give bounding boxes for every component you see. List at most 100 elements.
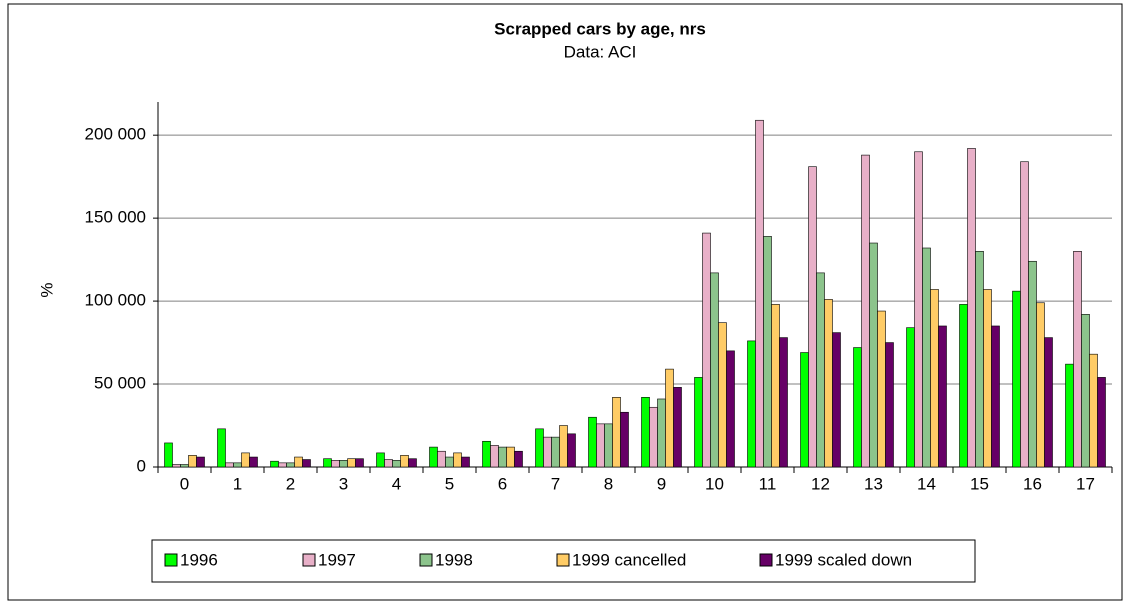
bar	[710, 272, 719, 468]
bar	[808, 166, 817, 468]
bar	[588, 416, 597, 468]
bar	[445, 456, 454, 468]
bar	[453, 452, 462, 468]
y-tick-label: 100 000	[85, 291, 146, 310]
bar	[506, 446, 515, 468]
legend-swatch	[556, 553, 570, 567]
y-axis-label: %	[37, 282, 56, 297]
bar	[620, 411, 629, 468]
bar	[1028, 260, 1037, 468]
x-tick-label: 17	[1076, 474, 1095, 493]
bar	[535, 428, 544, 468]
legend-swatch	[759, 553, 773, 567]
x-tick-label: 2	[286, 474, 295, 493]
bar	[665, 368, 674, 468]
bar	[726, 350, 735, 468]
bar	[1012, 290, 1021, 468]
x-tick-label: 14	[917, 474, 936, 493]
bar	[437, 450, 446, 468]
x-tick-label: 13	[864, 474, 883, 493]
bar	[930, 289, 939, 468]
bar	[1081, 314, 1090, 468]
bar	[376, 452, 385, 468]
bar	[885, 342, 894, 468]
x-tick-label: 10	[705, 474, 724, 493]
bar	[771, 304, 780, 468]
bar	[673, 387, 682, 468]
bar	[490, 445, 499, 468]
bar	[853, 347, 862, 468]
bar	[983, 289, 992, 468]
bar	[514, 450, 523, 468]
bar	[1036, 302, 1045, 468]
bar	[800, 352, 809, 468]
bar	[877, 310, 886, 468]
x-tick-label: 1	[233, 474, 242, 493]
bar	[861, 154, 870, 468]
bar	[188, 455, 197, 468]
bar	[294, 456, 303, 468]
bar	[339, 460, 348, 468]
x-tick-label: 12	[811, 474, 830, 493]
bar	[702, 232, 711, 468]
x-tick-label: 5	[445, 474, 454, 493]
chart-border	[7, 3, 1123, 601]
bar	[657, 398, 666, 468]
bar	[914, 151, 923, 468]
y-tick-label: 0	[137, 456, 146, 475]
bar	[718, 322, 727, 468]
bar	[461, 456, 470, 468]
bar	[922, 247, 931, 468]
bar	[164, 442, 173, 468]
bar	[249, 456, 258, 468]
bar	[567, 433, 576, 468]
bar	[1065, 363, 1074, 468]
bar	[543, 436, 552, 468]
chart-title: Scrapped cars by age, nrs	[494, 19, 706, 38]
bar	[392, 460, 401, 468]
bar	[498, 446, 507, 468]
bar	[286, 462, 295, 468]
bar	[694, 377, 703, 468]
legend-label: 1999 scaled down	[775, 550, 912, 569]
chart-subtitle: Data: ACI	[564, 42, 637, 61]
y-tick-label: 150 000	[85, 208, 146, 227]
bar	[959, 304, 968, 468]
bar	[233, 462, 242, 468]
bar	[816, 272, 825, 468]
bar	[347, 458, 356, 468]
legend-label: 1997	[318, 550, 356, 569]
bar	[355, 458, 364, 468]
x-tick-label: 15	[970, 474, 989, 493]
bar	[1089, 353, 1098, 468]
x-tick-label: 3	[339, 474, 348, 493]
x-tick-label: 11	[759, 474, 777, 493]
x-tick-label: 6	[498, 474, 507, 493]
bar	[172, 464, 181, 468]
legend-swatch	[302, 553, 316, 567]
x-tick-label: 4	[392, 474, 401, 493]
legend-label: 1998	[435, 550, 473, 569]
bar	[551, 436, 560, 468]
bar	[967, 148, 976, 468]
bar	[832, 332, 841, 468]
bar	[180, 464, 189, 468]
bar	[559, 425, 568, 468]
bar	[400, 455, 409, 468]
x-tick-label: 9	[657, 474, 666, 493]
bar	[869, 242, 878, 468]
bar	[938, 325, 947, 468]
x-tick-label: 7	[551, 474, 560, 493]
bar	[408, 458, 417, 468]
bar	[482, 440, 491, 468]
x-tick-label: 16	[1023, 474, 1042, 493]
bar	[270, 460, 279, 468]
bar	[747, 340, 756, 468]
bar	[612, 397, 621, 468]
bar	[641, 397, 650, 468]
bar	[302, 459, 311, 468]
bar	[1073, 251, 1082, 468]
bar	[217, 428, 226, 468]
bar	[649, 406, 658, 468]
x-tick-label: 0	[180, 474, 189, 493]
